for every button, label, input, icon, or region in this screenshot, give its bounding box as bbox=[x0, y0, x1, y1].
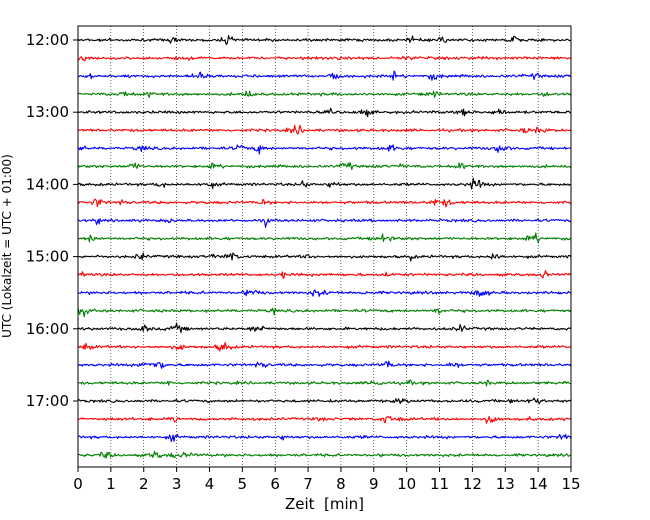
trace-15 bbox=[77, 307, 572, 318]
trace-16 bbox=[77, 322, 572, 334]
trace-10 bbox=[77, 218, 572, 228]
x-tick-label-5: 5 bbox=[238, 475, 248, 493]
x-tick-label-14: 14 bbox=[529, 475, 548, 493]
trace-20 bbox=[77, 397, 572, 405]
trace-1 bbox=[77, 55, 572, 62]
x-tick-label-8: 8 bbox=[336, 475, 346, 493]
y-tick-label-2: 14:00 bbox=[26, 175, 69, 193]
trace-8 bbox=[77, 177, 572, 190]
trace-18 bbox=[77, 360, 572, 369]
trace-13 bbox=[77, 270, 572, 279]
trace-0 bbox=[77, 34, 572, 45]
x-tick-label-2: 2 bbox=[139, 475, 149, 493]
trace-14 bbox=[77, 289, 572, 297]
x-tick-label-9: 9 bbox=[369, 475, 379, 493]
trace-17 bbox=[77, 342, 572, 352]
trace-7 bbox=[77, 161, 572, 171]
trace-22 bbox=[77, 434, 572, 443]
trace-12 bbox=[77, 252, 572, 262]
trace-5 bbox=[77, 124, 572, 135]
trace-21 bbox=[77, 415, 572, 424]
x-tick-label-6: 6 bbox=[270, 475, 280, 493]
trace-23 bbox=[77, 450, 572, 459]
y-tick-label-5: 17:00 bbox=[26, 392, 69, 410]
y-axis: 12:00 13:00 14:00 15:00 16:00 17:00 bbox=[26, 31, 78, 410]
y-tick-label-1: 13:00 bbox=[26, 103, 69, 121]
y-tick-label-3: 15:00 bbox=[26, 248, 69, 266]
y-tick-label-0: 12:00 bbox=[26, 31, 69, 49]
trace-6 bbox=[77, 144, 572, 155]
y-axis-label: UTC (Lokalzeit = UTC + 01:00) bbox=[0, 154, 14, 338]
x-tick-label-7: 7 bbox=[303, 475, 313, 493]
x-tick-label-1: 1 bbox=[106, 475, 116, 493]
x-tick-label-13: 13 bbox=[496, 475, 515, 493]
y-tick-label-4: 16:00 bbox=[26, 320, 69, 338]
x-tick-label-0: 0 bbox=[73, 475, 83, 493]
plot-frame bbox=[77, 25, 572, 468]
trace-19 bbox=[77, 379, 572, 387]
trace-4 bbox=[77, 107, 572, 118]
x-tick-label-3: 3 bbox=[172, 475, 182, 493]
x-tick-label-11: 11 bbox=[430, 475, 449, 493]
x-tick-label-10: 10 bbox=[397, 475, 416, 493]
x-tick-label-15: 15 bbox=[561, 475, 580, 493]
trace-group bbox=[77, 34, 572, 459]
trace-9 bbox=[77, 198, 572, 208]
x-tick-label-4: 4 bbox=[205, 475, 215, 493]
trace-11 bbox=[77, 232, 572, 244]
x-axis-label: Zeit [min] bbox=[285, 495, 364, 513]
trace-2 bbox=[77, 70, 572, 81]
x-tick-label-12: 12 bbox=[463, 475, 482, 493]
trace-3 bbox=[77, 90, 572, 98]
x-axis: 0 1 2 3 4 5 6 7 8 9 10 11 12 13 14 15 bbox=[73, 467, 581, 493]
